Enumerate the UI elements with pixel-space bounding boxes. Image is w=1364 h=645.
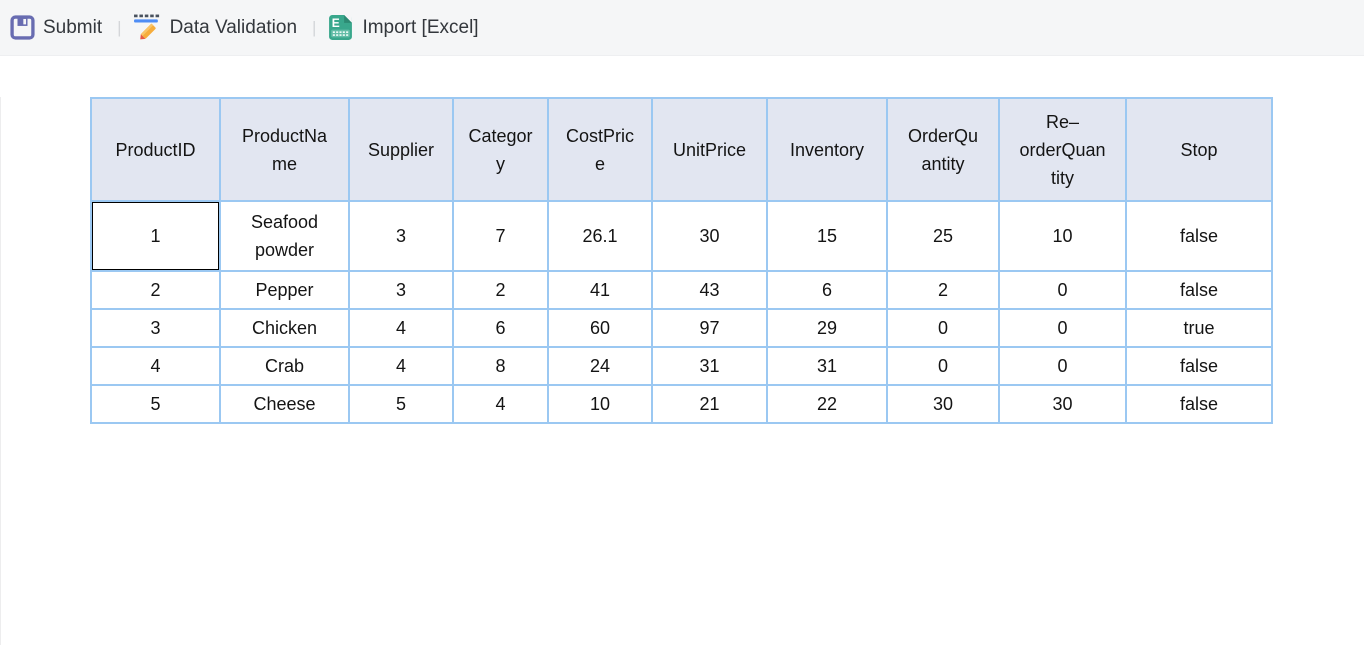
cell-r5-c10[interactable]: false	[1125, 384, 1273, 424]
cell-r2-c5[interactable]: 41	[547, 270, 653, 310]
table-row-4: 4 Crab 4 8 24 31 31 0 0 false	[90, 346, 1273, 386]
content-area: ProductID ProductNa me Supplier Categor y Co…	[0, 97, 1364, 645]
submit-label: Submit	[43, 16, 103, 38]
import-excel-button[interactable]: E Import [Excel]	[323, 10, 486, 45]
column-header-6[interactable]: UnitPrice	[651, 97, 768, 202]
cell-r1-c4[interactable]: 7	[452, 200, 549, 272]
table-row-3: 3 Chicken 4 6 60 97 29 0 0 true	[90, 308, 1273, 348]
table-row-2: 2 Pepper 3 2 41 43 6 2 0 false	[90, 270, 1273, 310]
submit-button[interactable]: Submit	[6, 11, 110, 44]
cell-r5-c4[interactable]: 4	[452, 384, 549, 424]
cell-r4-c2[interactable]: Crab	[219, 346, 350, 386]
column-header-9[interactable]: Re– orderQuan tity	[998, 97, 1127, 202]
cell-r2-c8[interactable]: 2	[886, 270, 1000, 310]
cell-r2-c10[interactable]: false	[1125, 270, 1273, 310]
cell-r4-c8[interactable]: 0	[886, 346, 1000, 386]
import-excel-label: Import [Excel]	[362, 16, 479, 38]
cell-r1-c1[interactable]: 1	[90, 200, 221, 272]
grid-body: 1 Seafood powder 3 7 26.1 30 15 25 10 false 2 Peppe…	[90, 200, 1273, 424]
selection-ring	[93, 203, 218, 269]
column-header-2[interactable]: ProductNa me	[219, 97, 350, 202]
cell-r1-c9[interactable]: 10	[998, 200, 1127, 272]
pencil-validation-icon	[133, 13, 162, 42]
cell-r3-c2[interactable]: Chicken	[219, 308, 350, 348]
cell-r4-c7[interactable]: 31	[766, 346, 888, 386]
column-header-10[interactable]: Stop	[1125, 97, 1273, 202]
data-validation-button[interactable]: Data Validation	[129, 9, 305, 46]
cell-r3-c7[interactable]: 29	[766, 308, 888, 348]
column-header-7[interactable]: Inventory	[766, 97, 888, 202]
cell-r4-c10[interactable]: false	[1125, 346, 1273, 386]
cell-r1-c6[interactable]: 30	[651, 200, 768, 272]
cell-r4-c4[interactable]: 8	[452, 346, 549, 386]
header-row: ProductID ProductNa me Supplier Categor y Co…	[90, 97, 1273, 202]
excel-file-icon: E	[327, 14, 354, 41]
column-header-5[interactable]: CostPric e	[547, 97, 653, 202]
cell-r1-c2[interactable]: Seafood powder	[219, 200, 350, 272]
cell-r1-c10[interactable]: false	[1125, 200, 1273, 272]
toolbar-separator: |	[117, 17, 122, 37]
cell-r4-c3[interactable]: 4	[348, 346, 454, 386]
cell-r3-c5[interactable]: 60	[547, 308, 653, 348]
column-header-4[interactable]: Categor y	[452, 97, 549, 202]
cell-r5-c2[interactable]: Cheese	[219, 384, 350, 424]
column-header-3[interactable]: Supplier	[348, 97, 454, 202]
cell-r4-c5[interactable]: 24	[547, 346, 653, 386]
cell-r5-c6[interactable]: 21	[651, 384, 768, 424]
cell-r2-c1[interactable]: 2	[90, 270, 221, 310]
cell-r5-c8[interactable]: 30	[886, 384, 1000, 424]
cell-r5-c7[interactable]: 22	[766, 384, 888, 424]
cell-r3-c3[interactable]: 4	[348, 308, 454, 348]
cell-r1-c5[interactable]: 26.1	[547, 200, 653, 272]
cell-r2-c6[interactable]: 43	[651, 270, 768, 310]
cell-r5-c9[interactable]: 30	[998, 384, 1127, 424]
data-validation-label: Data Validation	[169, 16, 298, 38]
cell-r3-c1[interactable]: 3	[90, 308, 221, 348]
cell-r2-c4[interactable]: 2	[452, 270, 549, 310]
cell-r3-c4[interactable]: 6	[452, 308, 549, 348]
cell-r5-c3[interactable]: 5	[348, 384, 454, 424]
cell-r1-c8[interactable]: 25	[886, 200, 1000, 272]
cell-r2-c7[interactable]: 6	[766, 270, 888, 310]
cell-r4-c1[interactable]: 4	[90, 346, 221, 386]
cell-r3-c8[interactable]: 0	[886, 308, 1000, 348]
cell-r2-c2[interactable]: Pepper	[219, 270, 350, 310]
data-grid: ProductID ProductNa me Supplier Categor y Co…	[90, 97, 1273, 424]
cell-r3-c10[interactable]: true	[1125, 308, 1273, 348]
cell-r5-c5[interactable]: 10	[547, 384, 653, 424]
column-header-8[interactable]: OrderQu antity	[886, 97, 1000, 202]
cell-r3-c6[interactable]: 97	[651, 308, 768, 348]
table-row-1: 1 Seafood powder 3 7 26.1 30 15 25 10 false	[90, 200, 1273, 272]
cell-r3-c9[interactable]: 0	[998, 308, 1127, 348]
table-row-5: 5 Cheese 5 4 10 21 22 30 30 false	[90, 384, 1273, 424]
cell-r1-c7[interactable]: 15	[766, 200, 888, 272]
column-header-1[interactable]: ProductID	[90, 97, 221, 202]
cell-r2-c9[interactable]: 0	[998, 270, 1127, 310]
toolbar-separator: |	[312, 17, 317, 37]
cell-r1-c3[interactable]: 3	[348, 200, 454, 272]
cell-r2-c3[interactable]: 3	[348, 270, 454, 310]
svg-text:E: E	[332, 16, 340, 30]
save-icon	[10, 15, 35, 40]
toolbar: Submit | Data Validation	[0, 0, 1364, 56]
cell-r5-c1[interactable]: 5	[90, 384, 221, 424]
cell-r4-c9[interactable]: 0	[998, 346, 1127, 386]
cell-r4-c6[interactable]: 31	[651, 346, 768, 386]
